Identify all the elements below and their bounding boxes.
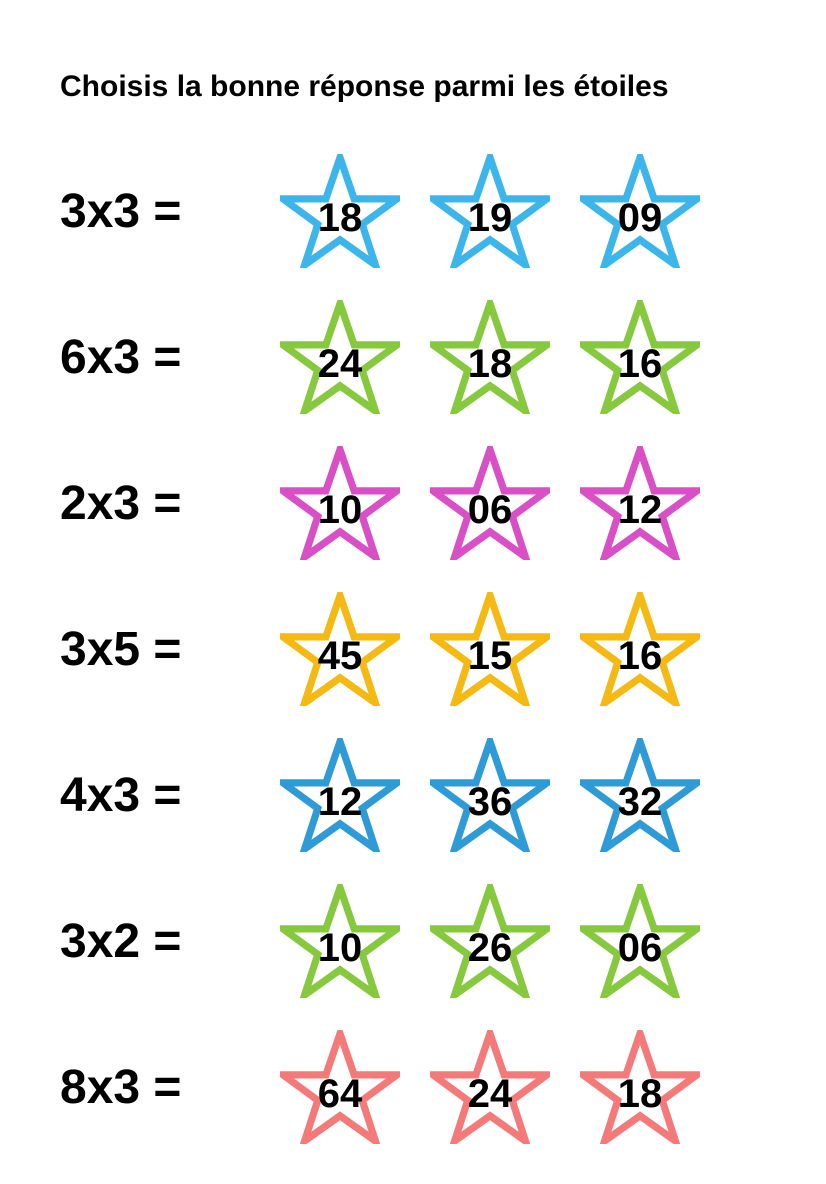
- question-text: 3x2 =: [60, 914, 280, 969]
- answer-star[interactable]: 10: [280, 446, 400, 560]
- answer-star[interactable]: 45: [280, 592, 400, 706]
- answer-star[interactable]: 32: [580, 738, 700, 852]
- answer-star[interactable]: 06: [430, 446, 550, 560]
- answer-star[interactable]: 36: [430, 738, 550, 852]
- answer-options: 45 15 16: [280, 592, 700, 706]
- question-text: 6x3 =: [60, 330, 280, 385]
- question-row: 3x2 = 10 26 06: [60, 884, 766, 998]
- question-text: 4x3 =: [60, 768, 280, 823]
- answer-options: 12 36 32: [280, 738, 700, 852]
- question-row: 6x3 = 24 18 16: [60, 300, 766, 414]
- answer-value: 09: [618, 196, 663, 241]
- answer-value: 10: [318, 488, 363, 533]
- answer-value: 10: [318, 926, 363, 971]
- answer-value: 36: [468, 780, 513, 825]
- answer-value: 18: [318, 196, 363, 241]
- answer-value: 16: [618, 342, 663, 387]
- answer-star[interactable]: 18: [430, 300, 550, 414]
- question-row: 3x3 = 18 19 09: [60, 154, 766, 268]
- answer-options: 64 24 18: [280, 1030, 700, 1144]
- question-text: 2x3 =: [60, 476, 280, 531]
- answer-star[interactable]: 12: [280, 738, 400, 852]
- answer-star[interactable]: 19: [430, 154, 550, 268]
- answer-options: 10 26 06: [280, 884, 700, 998]
- worksheet-page: Choisis la bonne réponse parmi les étoil…: [0, 0, 826, 1184]
- answer-star[interactable]: 12: [580, 446, 700, 560]
- answer-value: 24: [468, 1072, 513, 1117]
- answer-value: 12: [318, 780, 363, 825]
- answer-value: 18: [618, 1072, 663, 1117]
- question-text: 8x3 =: [60, 1060, 280, 1115]
- answer-star[interactable]: 15: [430, 592, 550, 706]
- answer-value: 45: [318, 634, 363, 679]
- answer-star[interactable]: 09: [580, 154, 700, 268]
- answer-value: 16: [618, 634, 663, 679]
- question-row: 4x3 = 12 36 32: [60, 738, 766, 852]
- question-text: 3x5 =: [60, 622, 280, 677]
- answer-options: 24 18 16: [280, 300, 700, 414]
- answer-star[interactable]: 26: [430, 884, 550, 998]
- answer-options: 10 06 12: [280, 446, 700, 560]
- answer-value: 32: [618, 780, 663, 825]
- answer-value: 64: [318, 1072, 363, 1117]
- question-row: 2x3 = 10 06 12: [60, 446, 766, 560]
- answer-value: 24: [318, 342, 363, 387]
- answer-value: 06: [618, 926, 663, 971]
- answer-star[interactable]: 16: [580, 300, 700, 414]
- answer-value: 26: [468, 926, 513, 971]
- answer-star[interactable]: 06: [580, 884, 700, 998]
- answer-options: 18 19 09: [280, 154, 700, 268]
- answer-value: 18: [468, 342, 513, 387]
- answer-value: 19: [468, 196, 513, 241]
- answer-star[interactable]: 64: [280, 1030, 400, 1144]
- question-rows: 3x3 = 18 19 09 6x3 = 24 18 16 2x3 = 10 06 …: [60, 154, 766, 1144]
- question-row: 8x3 = 64 24 18: [60, 1030, 766, 1144]
- answer-star[interactable]: 10: [280, 884, 400, 998]
- question-text: 3x3 =: [60, 184, 280, 239]
- answer-star[interactable]: 18: [280, 154, 400, 268]
- answer-star[interactable]: 24: [430, 1030, 550, 1144]
- page-title: Choisis la bonne réponse parmi les étoil…: [60, 70, 766, 104]
- answer-star[interactable]: 24: [280, 300, 400, 414]
- answer-star[interactable]: 18: [580, 1030, 700, 1144]
- answer-star[interactable]: 16: [580, 592, 700, 706]
- answer-value: 12: [618, 488, 663, 533]
- answer-value: 15: [468, 634, 513, 679]
- question-row: 3x5 = 45 15 16: [60, 592, 766, 706]
- answer-value: 06: [468, 488, 513, 533]
